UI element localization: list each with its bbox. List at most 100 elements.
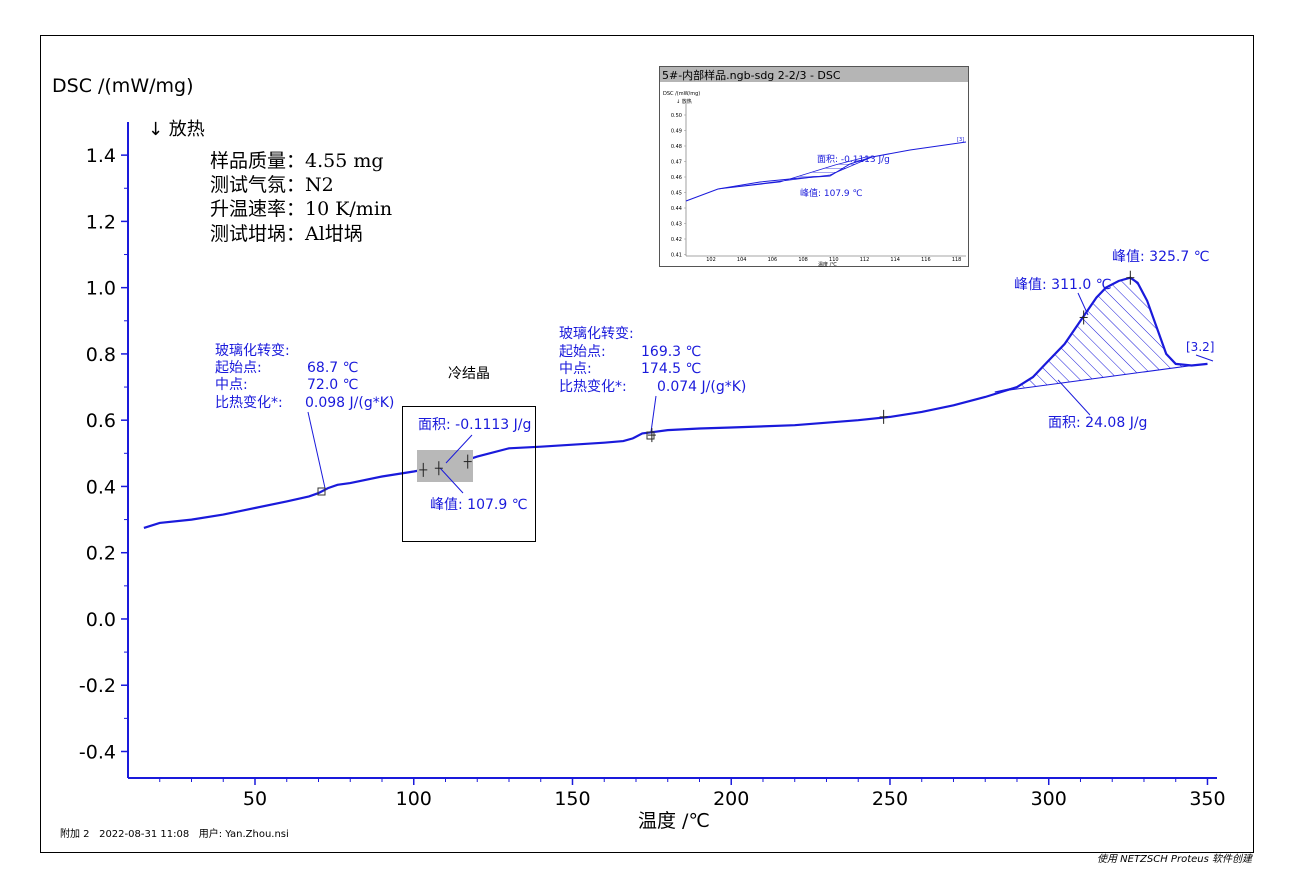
- inset-x-tick-label: 116: [921, 257, 931, 263]
- end-marker: [3.2]: [1186, 340, 1214, 354]
- cold-cryst-box: [402, 406, 536, 542]
- glass-transition-1: 玻璃化转变: 起始点: 68.7 ℃ 中点: 72.0 ℃ 比热变化*: 0.0…: [215, 342, 394, 496]
- gt2-onset-label: 起始点:: [559, 344, 606, 360]
- inset-y-tick-label: 0.43: [671, 222, 682, 228]
- gt1-title: 玻璃化转变:: [215, 342, 290, 359]
- y-tick-label: -0.4: [79, 741, 116, 763]
- cold-cryst-peak: 峰值: 107.9 ℃: [430, 497, 527, 513]
- y-tick-label: 0.2: [86, 543, 116, 565]
- inset-y-tick-label: 0.44: [671, 206, 682, 212]
- melt-peak-1-leader: [1077, 292, 1089, 316]
- dsc-curve: [143, 276, 1208, 529]
- y-tick-label: 0.8: [86, 344, 116, 366]
- inset-title: 5#-内部样品.ngb-sdg 2-2/3 - DSC: [662, 68, 841, 82]
- footer-info: 附加 2 2022-08-31 11:08 用户: Yan.Zhou.nsi: [60, 827, 289, 840]
- info-line: 样品质量：4.55 mg: [210, 150, 384, 172]
- x-tick-label: 350: [1189, 788, 1225, 810]
- cc-area-leader: [445, 434, 473, 464]
- inset-end-marker: [3]: [957, 137, 964, 143]
- end-marker-leader: [1195, 354, 1214, 362]
- gt1-onset-value: 68.7 ℃: [307, 360, 358, 376]
- y-tick-label: -0.2: [79, 675, 116, 697]
- inset-x-tick-label: 108: [798, 257, 808, 263]
- y-tick-label: 1.4: [86, 145, 116, 167]
- y-ticks: 1.4 1.2 1.0 0.8 0.6 0.4 0.2 0.0 -0.2 -0.4: [79, 145, 128, 763]
- x-tick-label: 100: [396, 788, 432, 810]
- y-tick-label: 0.6: [86, 410, 116, 432]
- gt1-onset-label: 起始点:: [215, 360, 262, 376]
- x-axis-title: 温度 /℃: [638, 810, 710, 832]
- melt-peak-2: 峰值: 325.7 ℃: [1112, 249, 1209, 265]
- footer-credit: 使用 NETZSCH Proteus 软件创建: [1097, 853, 1254, 865]
- inset-y-tick-label: 0.49: [671, 129, 682, 135]
- inset-hatched-area: [717, 156, 873, 190]
- y-axis-title: DSC /(mW/mg): [52, 75, 194, 97]
- inset-x-tick-label: 102: [706, 257, 716, 263]
- gt2-title: 玻璃化转变:: [559, 325, 634, 342]
- inset-x-tick-label: 104: [737, 257, 747, 263]
- inset-x-tick-label: 112: [860, 257, 870, 263]
- glass-transition-2: 玻璃化转变: 起始点: 169.3 ℃ 中点: 174.5 ℃ 比热变化*: 0…: [559, 325, 746, 440]
- gt1-marker: [317, 487, 326, 496]
- info-line: 测试坩埚：Al坩埚: [210, 223, 363, 245]
- y-tick-label: 0.0: [86, 609, 116, 631]
- info-line: 升温速率：10 K/min: [210, 198, 392, 220]
- gt1-mid-value: 72.0 ℃: [307, 377, 358, 393]
- inset-area-label: 面积: -0.1113 J/g: [817, 153, 890, 165]
- inset-y-tick-label: 0.45: [671, 191, 682, 197]
- cold-cryst-zoom-region: [417, 450, 473, 482]
- melt-area-leader: [1057, 379, 1091, 416]
- inset-ylabel: DSC /(mW/mg): [663, 91, 700, 97]
- inset-y-tick-label: 0.47: [671, 160, 682, 166]
- cc-peak-leader: [439, 467, 464, 494]
- inset-chart: 5#-内部样品.ngb-sdg 2-2/3 - DSC DSC /(mW/mg)…: [659, 66, 969, 268]
- inset-x-tick-label: 106: [768, 257, 778, 263]
- x-tick-label: 300: [1031, 788, 1067, 810]
- melt-peak-1: 峰值: 311.0 ℃: [1014, 277, 1111, 293]
- x-tick-label: 200: [713, 788, 749, 810]
- gt1-cp-label: 比热变化*:: [215, 395, 283, 411]
- gt2-cp-value: 0.074 J/(g*K): [657, 379, 746, 395]
- y-tick-label: 0.4: [86, 476, 116, 498]
- inset-exo: ↓ 放热: [676, 98, 692, 105]
- inset-x-tick-label: 114: [890, 257, 900, 263]
- inset-x-tick-label: 118: [952, 257, 962, 263]
- plot-frame: [40, 35, 1254, 853]
- inset-y-tick-label: 0.48: [671, 144, 682, 150]
- gt2-leader: [650, 395, 657, 433]
- inset-frame: [659, 66, 969, 267]
- inset-xlabel: 温度 /℃: [818, 261, 837, 268]
- gt2-onset-value: 169.3 ℃: [641, 344, 701, 360]
- inset-x-ticks: 102 104 106 108 110 112 114 116 118: [706, 256, 961, 263]
- inset-y-tick-label: 0.50: [671, 113, 682, 119]
- cold-cryst-label: 冷结晶: [448, 366, 490, 382]
- gt1-leader: [307, 411, 326, 489]
- gt2-cp-label: 比热变化*:: [559, 379, 627, 395]
- inset-peak-label: 峰值: 107.9 ℃: [800, 187, 863, 199]
- cold-cryst-area: 面积: -0.1113 J/g: [418, 417, 531, 433]
- inset-y-tick-label: 0.42: [671, 237, 682, 243]
- exo-direction-label: ↓ 放热: [148, 119, 205, 140]
- melt-area: 面积: 24.08 J/g: [1048, 415, 1147, 431]
- melting-annotations: 峰值: 311.0 ℃ 峰值: 325.7 ℃ 面积: 24.08 J/g [3…: [1014, 249, 1214, 431]
- sample-info: 样品质量：4.55 mg 测试气氛：N2 升温速率：10 K/min 测试坩埚：…: [210, 150, 392, 245]
- gt1-mid-label: 中点:: [215, 377, 248, 393]
- x-tick-label: 250: [872, 788, 908, 810]
- curve-marks: [419, 270, 1135, 477]
- gt1-cp-value: 0.098 J/(g*K): [305, 395, 394, 411]
- info-line: 测试气氛：N2: [210, 174, 334, 196]
- melt-peak-area: [994, 277, 1193, 393]
- x-tick-label: 50: [243, 788, 267, 810]
- inset-y-ticks: 0.50 0.49 0.48 0.47 0.46 0.45 0.44 0.43 0.42 0.41: [671, 113, 686, 259]
- x-tick-label: 150: [554, 788, 590, 810]
- gt2-mid-label: 中点:: [559, 361, 592, 377]
- cold-crystallization: 冷结晶 面积: -0.1113 J/g 峰值: 107.9 ℃: [402, 366, 536, 542]
- gt2-mid-value: 174.5 ℃: [641, 361, 701, 377]
- y-tick-label: 1.2: [86, 211, 116, 233]
- inset-curve: [685, 141, 967, 202]
- inset-y-tick-label: 0.41: [671, 253, 682, 259]
- inset-x-tick-label: 110: [829, 257, 839, 263]
- inset-title-bar: [660, 67, 968, 82]
- inset-y-tick-label: 0.46: [671, 175, 682, 181]
